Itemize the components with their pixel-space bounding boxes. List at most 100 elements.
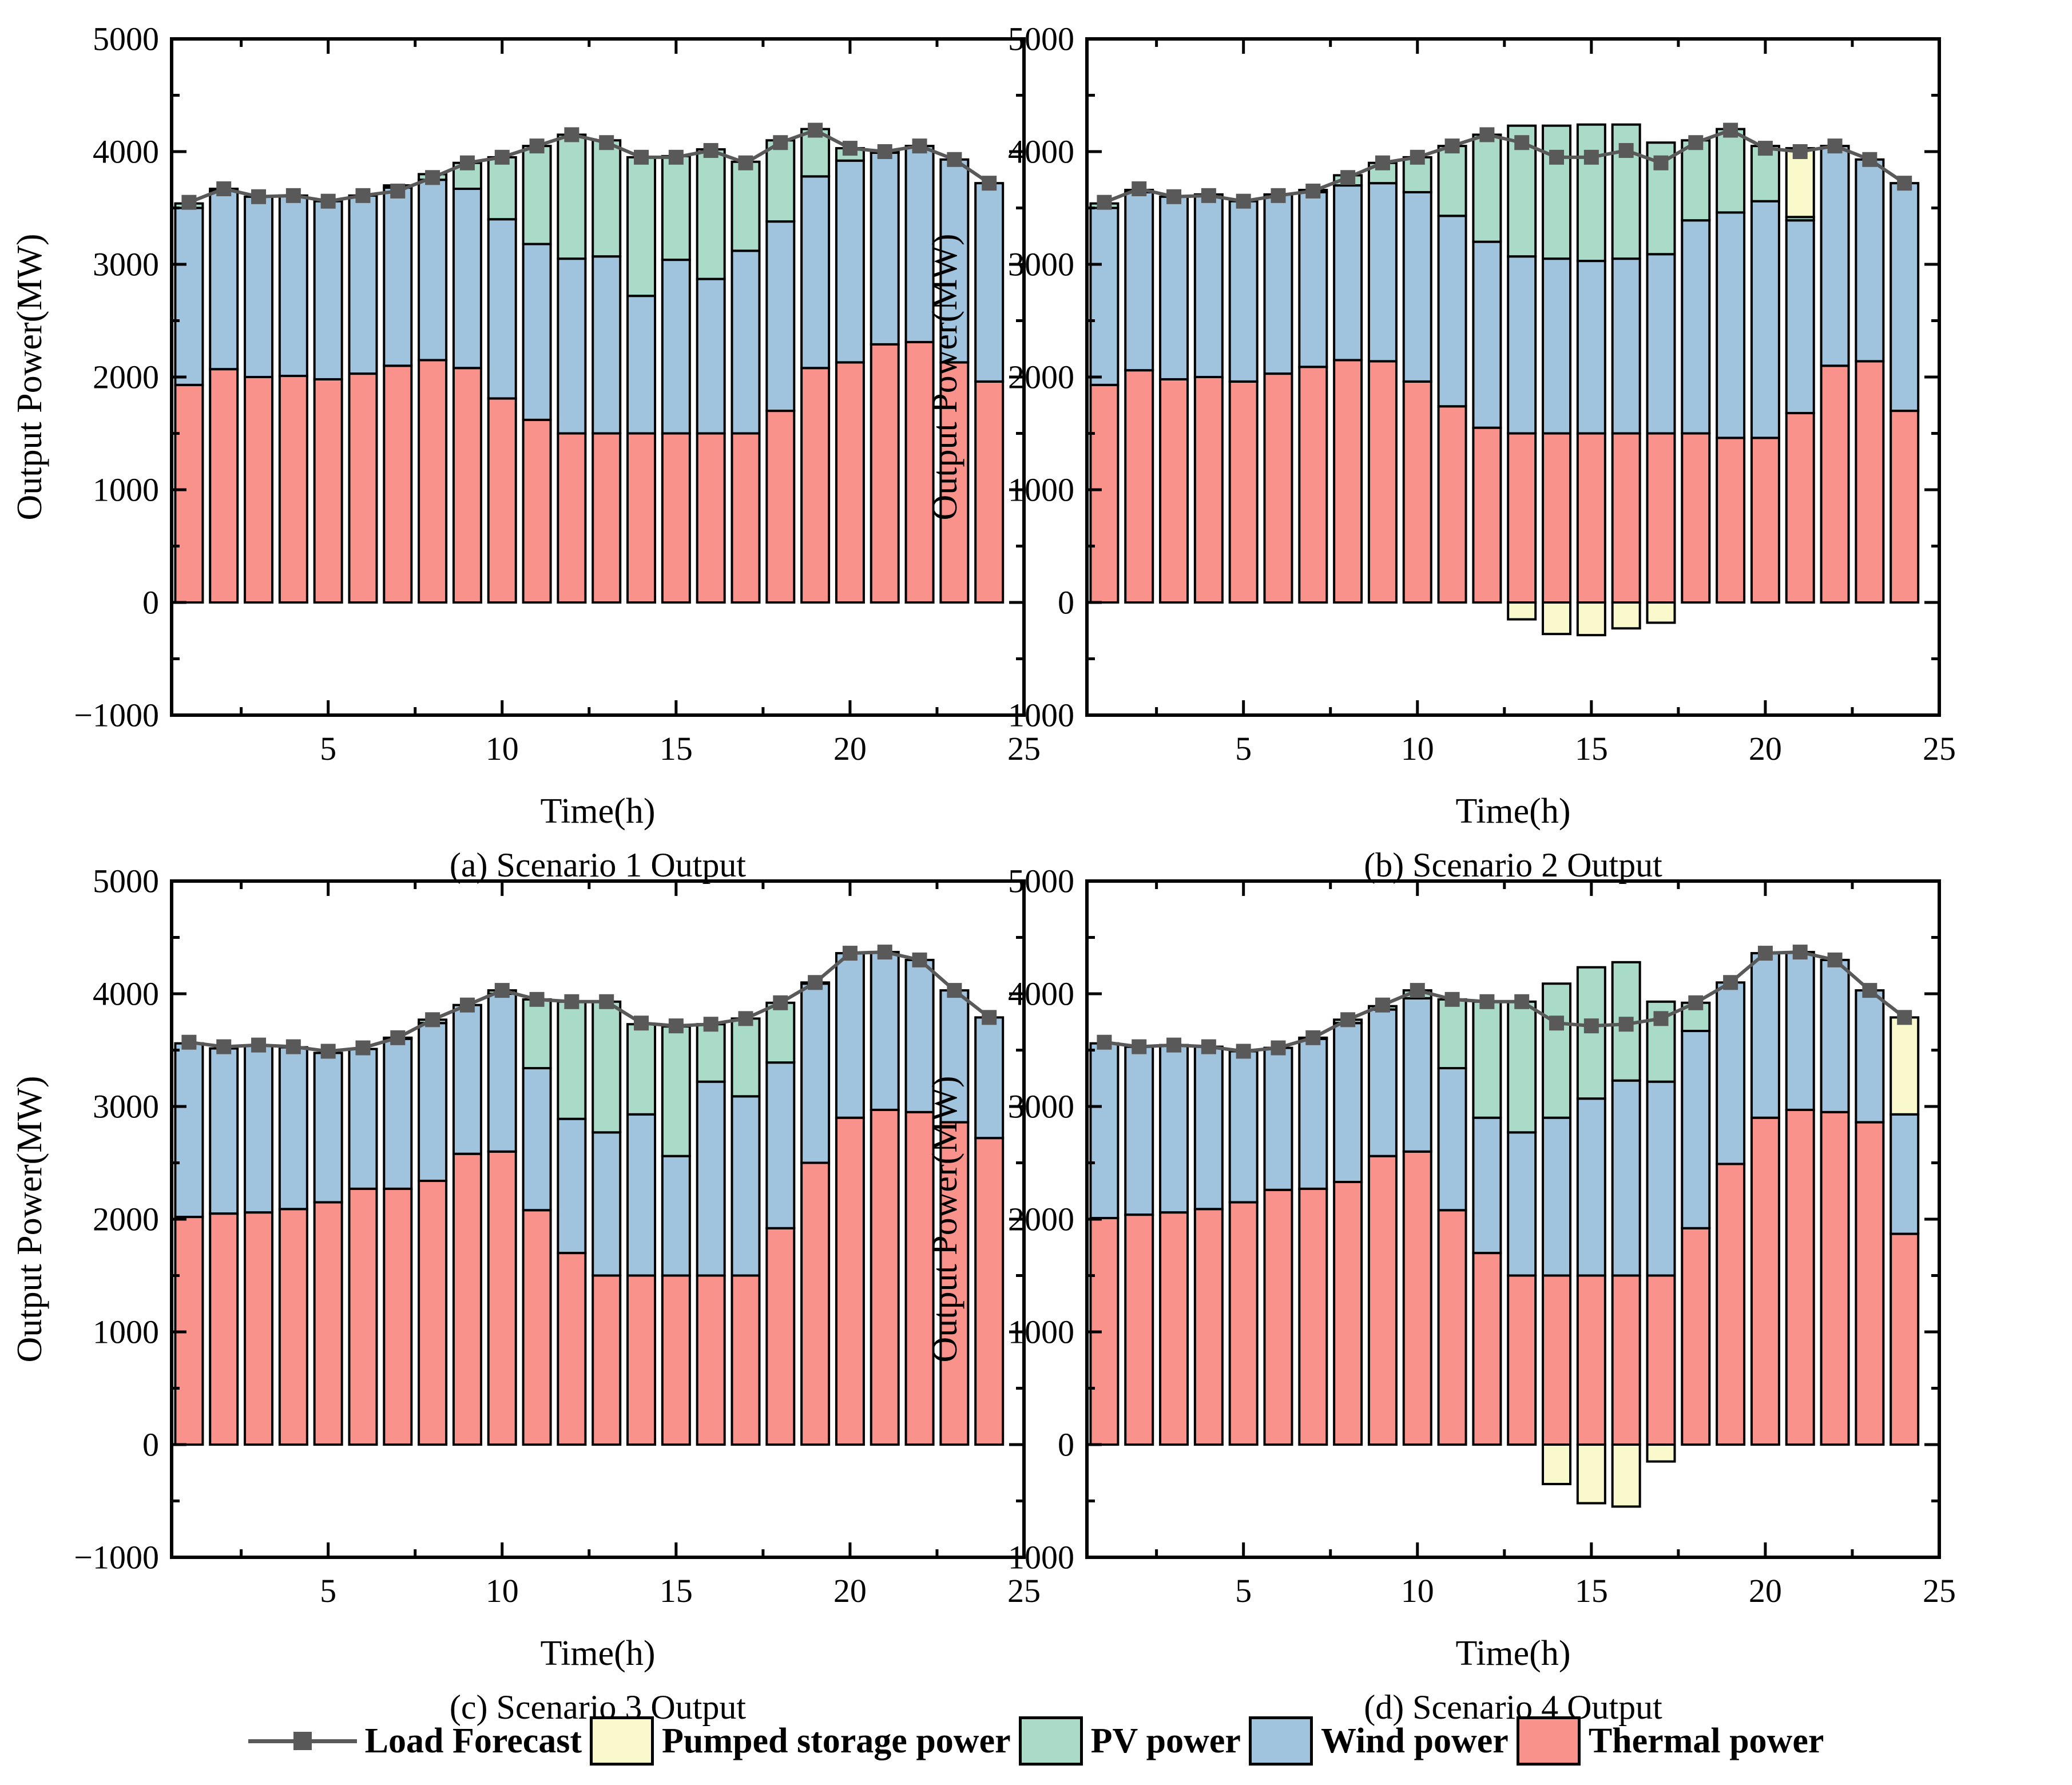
load-forecast-marker [494,983,510,998]
x-tick-label: 25 [1007,1572,1041,1609]
bar-segment-thermal [696,1274,726,1446]
x-tick-label: 20 [833,730,867,767]
load-forecast-marker [1583,1018,1599,1034]
bar-segment-wind [835,159,865,364]
bar-segment-thermal [383,1187,413,1446]
bar-segment-wind [661,1155,691,1277]
load-forecast-marker [773,135,788,150]
bar-segment-thermal [452,367,482,604]
bar-segment-thermal [1124,369,1154,604]
load-forecast-marker [1514,135,1530,150]
bar-segment-thermal [1681,432,1711,604]
bar-segment-thermal [939,361,970,604]
x-tick-label: 20 [1749,730,1782,767]
load-forecast-marker [842,946,858,961]
load-forecast-marker [1618,1017,1634,1032]
bar-segment-thermal [1124,1213,1154,1446]
bar-segment-thermal [313,1201,343,1446]
bar-segment-wind [592,1131,622,1277]
y-tick-label: −1000 [989,697,1074,734]
bar-segment-pv [1472,1000,1502,1119]
bar-segment-wind [592,255,622,435]
bar-segment-thermal [1820,364,1850,604]
bar-segment-thermal [1089,383,1120,604]
load-forecast-marker [390,183,406,199]
bar-segment-thermal [592,432,622,604]
load-forecast-marker [1792,144,1808,159]
bar-segment-wind [452,188,482,370]
bar-segment-thermal [1402,380,1432,604]
bar-segment-wind [244,195,274,378]
bar-segment-thermal [1367,1155,1398,1446]
x-axis-title: Time(h) [541,1634,656,1673]
bar-segment-thermal [835,1116,865,1446]
bar-segment-thermal [1228,1201,1259,1446]
load-forecast-line [188,128,990,204]
bar-segment-thermal [765,1227,796,1446]
thermal-swatch-icon [1516,1716,1581,1766]
bar-segment-pumped_storage [1542,601,1572,636]
load-forecast-line [189,950,991,1053]
bar-segment-pv [487,156,517,221]
bar-segment-wind [800,175,831,370]
load-forecast-marker [1827,952,1843,967]
x-tick-label: 15 [1575,730,1608,767]
bar-segment-thermal [1333,1180,1363,1446]
bar-segment-wind [1298,1037,1328,1190]
bar-segment-wind [1750,200,1780,439]
load-forecast-marker [1549,149,1565,165]
bar-segment-wind [870,151,900,346]
y-tick-label: 3000 [93,246,159,283]
bar-segment-pv [557,133,587,260]
bar-segment-thermal [1402,1150,1432,1446]
load-forecast-marker [1410,149,1425,165]
bar-segment-wind [1472,1116,1502,1255]
bar-segment-thermal [1263,1188,1293,1446]
bar-segment-thermal [1333,359,1363,604]
load-forecast-marker [529,138,545,154]
bar-segment-thermal [731,1274,761,1446]
y-axis-title: Output Power(MW) [10,1076,49,1362]
bar-segment-wind [1611,257,1641,435]
bar-segment-wind [939,158,970,364]
bar-segment-wind [1820,958,1850,1113]
bar-segment-wind [1785,219,1815,415]
bar-segment-wind [1785,951,1815,1111]
load-forecast-marker [320,193,336,209]
bar-segment-wind [383,187,413,367]
bar-segment-wind [626,295,657,435]
bar-segment-thermal [278,375,308,604]
bar-segment-wind [1263,1046,1293,1191]
y-tick-label: 2000 [93,359,159,396]
bar-segment-thermal [418,1180,448,1446]
bar-segment-pv [522,145,552,245]
bar-segment-wind [1507,1131,1537,1277]
bar-segment-thermal [1855,1121,1885,1446]
load-forecast-marker [1236,193,1251,209]
bar-segment-pumped_storage [1646,1443,1676,1463]
bar-segment-wind [487,218,517,400]
bar-segment-wind [661,259,691,435]
bar-segment-pv [765,1001,796,1064]
bar-segment-pv [1716,128,1746,214]
bar-segment-wind [209,189,239,371]
load-forecast-marker [494,149,510,165]
legend-label-wind: Wind power [1320,1721,1509,1760]
bar-segment-wind [452,1003,482,1155]
bar-segment-wind [1542,257,1572,435]
x-tick-label: 5 [1235,1572,1252,1609]
y-tick-label: 4000 [93,975,159,1013]
panel-caption: (b) Scenario 2 Output [1364,846,1662,884]
bar-segment-thermal [1576,1274,1606,1446]
bar-segment-pumped_storage [1785,147,1815,219]
load-forecast-marker [1723,122,1738,138]
y-tick-label: 3000 [93,1088,159,1125]
bar-segment-thermal [1437,405,1467,604]
x-tick-label: 10 [1401,730,1434,767]
y-tick-label: 5000 [1008,21,1074,58]
bar-segment-wind [1124,191,1154,372]
load-forecast-marker [285,188,301,203]
bar-segment-pv [1437,998,1467,1070]
bar-segment-pv [1437,145,1467,217]
bar-segment-thermal [1542,432,1572,604]
